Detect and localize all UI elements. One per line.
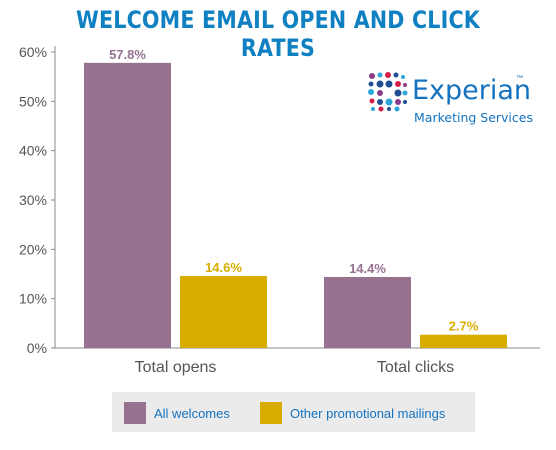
logo-dot	[393, 72, 399, 78]
legend-item-other-promo: Other promotional mailings	[260, 402, 445, 424]
y-tick-label: 0%	[27, 340, 47, 356]
logo-dot	[371, 107, 375, 111]
data-label: 14.4%	[349, 261, 386, 276]
legend-swatch-all-welcomes	[124, 402, 146, 424]
logo-dot	[394, 106, 400, 112]
logo-dot	[385, 80, 393, 88]
data-label: 57.8%	[109, 47, 146, 62]
logo-dot	[377, 99, 383, 105]
logo-dot	[377, 90, 383, 96]
logo-dot	[369, 73, 375, 79]
y-tick-label: 20%	[19, 241, 47, 257]
bar	[180, 275, 267, 348]
logo-dot	[403, 83, 407, 87]
x-tick-label: Total opens	[135, 359, 217, 376]
y-tick-label: 30%	[19, 192, 47, 208]
legend-swatch-other-promo	[260, 402, 282, 424]
data-label: 14.6%	[205, 260, 242, 275]
logo-dot	[395, 99, 401, 105]
legend-item-all-welcomes: All welcomes	[124, 402, 230, 424]
x-tick-label: Total clicks	[377, 359, 454, 376]
logo-dot	[377, 72, 383, 78]
experian-logo: Experian ™ Marketing Services	[368, 68, 538, 128]
logo-dot	[376, 80, 384, 88]
logo-dot	[402, 90, 408, 96]
logo-brand: Experian	[412, 75, 532, 106]
logo-dot	[385, 98, 393, 106]
logo-dot	[378, 106, 384, 112]
chart-title: WELCOME EMAIL OPEN AND CLICK RATES	[76, 6, 480, 62]
legend-label-other-promo: Other promotional mailings	[290, 405, 446, 421]
bar-chart: 0% 10% 20% 30% 40% 50% 60% 57.8% 14.4% 14.6% 2.7% T…	[19, 44, 540, 376]
y-tick-label: 40%	[19, 143, 47, 159]
bar	[84, 62, 171, 348]
data-label: 2.7%	[449, 319, 479, 334]
logo-dot	[401, 75, 405, 79]
legend-label-all-welcomes: All welcomes	[154, 405, 230, 421]
bar	[420, 334, 507, 348]
logo-dot	[395, 81, 401, 87]
logo-dot	[403, 100, 407, 104]
logo-dot	[385, 72, 391, 78]
logo-subtitle: Marketing Services	[414, 110, 533, 125]
y-tick-label: 50%	[19, 93, 47, 109]
logo-dot	[387, 107, 391, 111]
y-tick-label: 60%	[19, 44, 47, 60]
chart-legend: All welcomes Other promotional mailings	[112, 392, 475, 432]
logo-dot	[369, 98, 375, 104]
logo-dot	[394, 89, 402, 97]
bar	[324, 276, 411, 348]
logo-trademark: ™	[516, 75, 523, 82]
experian-dots-icon	[368, 72, 408, 112]
logo-dot	[368, 89, 374, 95]
y-tick-label: 10%	[19, 291, 47, 307]
logo-dot	[368, 81, 374, 87]
